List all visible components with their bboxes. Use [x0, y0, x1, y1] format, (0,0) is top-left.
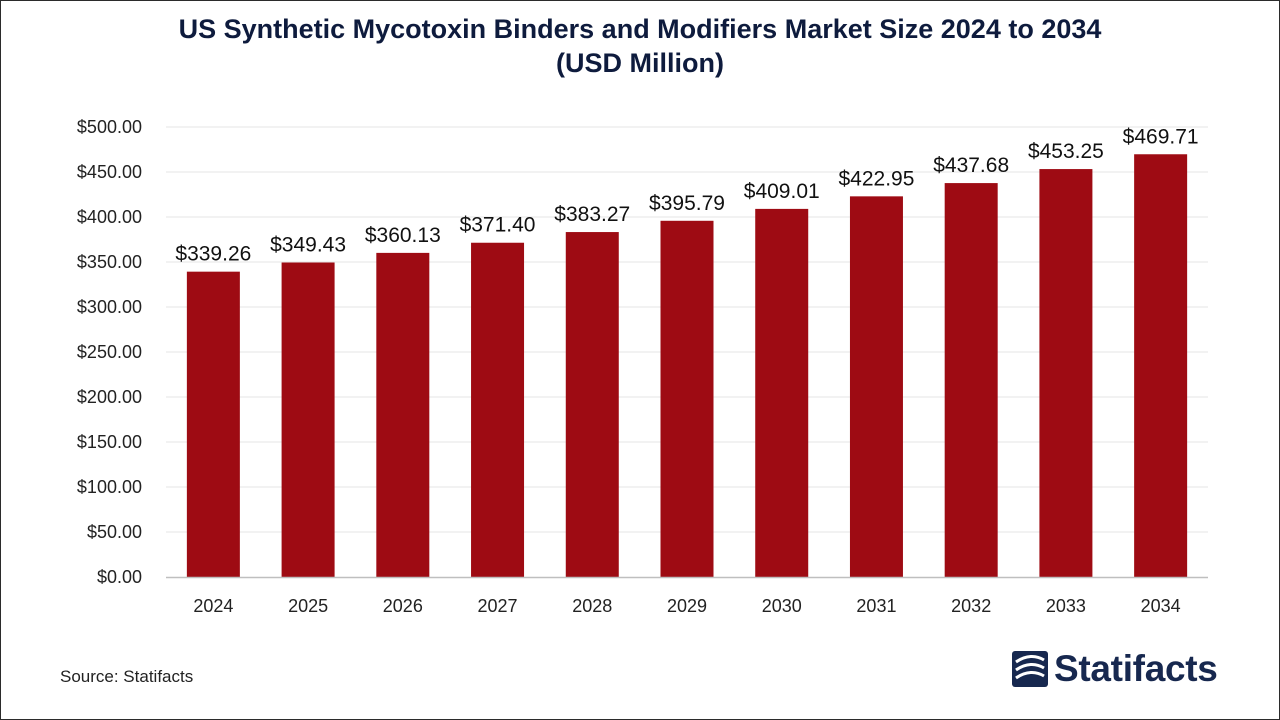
x-tick-label: 2027 — [478, 596, 518, 616]
y-tick-label: $250.00 — [77, 342, 142, 362]
bar-2024 — [186, 271, 240, 577]
y-tick-label: $350.00 — [77, 252, 142, 272]
x-tick-label: 2030 — [762, 596, 802, 616]
data-label: $371.40 — [460, 214, 536, 237]
chart-title-line1: US Synthetic Mycotoxin Binders and Modif… — [178, 14, 1102, 44]
brand-name: Statifacts — [1054, 648, 1218, 689]
bar-2027 — [471, 242, 525, 578]
x-tick-label: 2028 — [572, 596, 612, 616]
data-label: $453.25 — [1028, 140, 1104, 163]
data-label: $349.43 — [270, 234, 346, 257]
bar-2026 — [376, 252, 430, 577]
x-tick-label: 2034 — [1141, 596, 1181, 616]
y-tick-label: $450.00 — [77, 162, 142, 182]
y-tick-label: $0.00 — [97, 567, 142, 587]
bar-2031 — [849, 196, 903, 577]
y-axis-tick-labels: $0.00 $50.00 $100.00 $150.00 $200.00 $250.00 $… — [77, 117, 142, 587]
bars — [186, 154, 1188, 578]
y-tick-label: $100.00 — [77, 477, 142, 497]
brand-logo: Statifacts — [1012, 648, 1218, 690]
x-tick-label: 2033 — [1046, 596, 1086, 616]
x-axis-tick-labels: 2024 2025 2026 2027 2028 2029 2030 2031 2032 2033… — [193, 596, 1180, 616]
y-tick-label: $150.00 — [77, 432, 142, 452]
bar-2030 — [755, 208, 809, 578]
data-labels: $339.26 $349.43 $360.13 $371.40 $383.27 $395.… — [175, 125, 1198, 265]
bar-2033 — [1039, 169, 1093, 577]
data-label: $395.79 — [649, 192, 725, 215]
x-tick-label: 2025 — [288, 596, 328, 616]
statifacts-logo-icon — [1012, 651, 1048, 687]
data-label: $422.95 — [838, 167, 914, 190]
x-tick-label: 2024 — [193, 596, 233, 616]
x-tick-label: 2031 — [856, 596, 896, 616]
bar-2034 — [1134, 154, 1188, 578]
bar-2032 — [944, 183, 998, 577]
y-tick-label: $300.00 — [77, 297, 142, 317]
data-label: $437.68 — [933, 154, 1009, 177]
chart-title-line2: (USD Million) — [556, 48, 724, 78]
y-tick-label: $400.00 — [77, 207, 142, 227]
data-label: $409.01 — [744, 180, 820, 203]
x-tick-label: 2029 — [667, 596, 707, 616]
x-tick-label: 2032 — [951, 596, 991, 616]
data-label: $469.71 — [1123, 125, 1199, 148]
bar-2025 — [281, 262, 335, 577]
x-tick-label: 2026 — [383, 596, 423, 616]
y-tick-label: $200.00 — [77, 387, 142, 407]
bar-2029 — [660, 220, 714, 577]
y-tick-label: $50.00 — [87, 522, 142, 542]
bar-2028 — [565, 232, 619, 577]
source-note: Source: Statifacts — [60, 667, 194, 686]
y-tick-label: $500.00 — [77, 117, 142, 137]
data-label: $383.27 — [554, 203, 630, 226]
chart-title: US Synthetic Mycotoxin Binders and Modif… — [0, 12, 1280, 80]
data-label: $339.26 — [175, 243, 251, 266]
data-label: $360.13 — [365, 224, 441, 247]
